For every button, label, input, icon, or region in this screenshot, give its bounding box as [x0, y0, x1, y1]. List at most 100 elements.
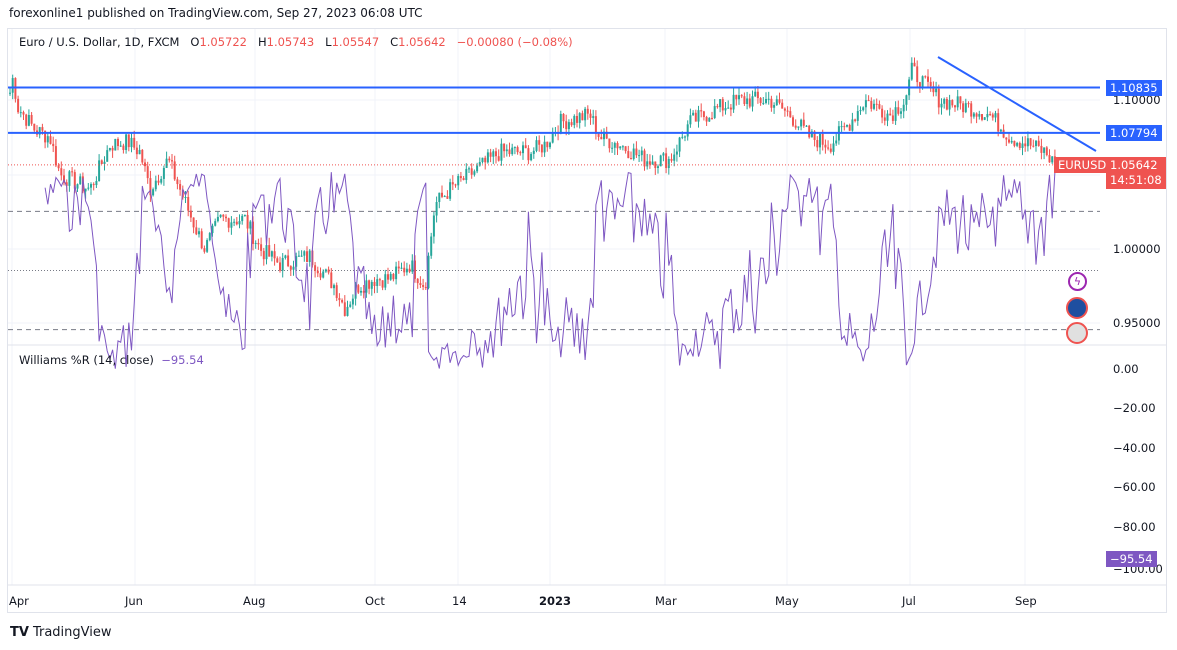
trend-line	[937, 56, 1097, 152]
candle	[427, 255, 430, 289]
candle	[651, 161, 654, 165]
candle	[341, 300, 344, 303]
candle	[327, 269, 330, 273]
candle	[478, 162, 481, 166]
candle	[721, 99, 724, 111]
candle	[470, 168, 473, 175]
candle	[999, 129, 1002, 132]
candle	[970, 103, 973, 117]
candle	[619, 146, 622, 149]
candle	[203, 248, 206, 252]
candle	[829, 148, 832, 152]
candle	[333, 285, 335, 289]
eu-flag-event-icon[interactable]	[1066, 297, 1088, 319]
candle	[378, 279, 381, 281]
candle	[144, 162, 146, 167]
candle	[25, 114, 28, 126]
symbol-title: Euro / U.S. Dollar, 1D, FXCM	[19, 35, 180, 49]
candle	[802, 119, 805, 126]
candle	[351, 298, 354, 305]
candle	[343, 302, 346, 316]
candle	[303, 251, 306, 256]
candle	[800, 119, 803, 127]
candle	[52, 143, 55, 147]
candle	[559, 113, 562, 134]
last-price: 1.05642	[1110, 158, 1158, 172]
candle	[33, 123, 36, 131]
candle	[435, 201, 438, 216]
open-label: O	[190, 35, 200, 49]
candle	[389, 274, 392, 280]
candle	[238, 221, 241, 225]
candle	[689, 115, 692, 125]
candle	[9, 92, 11, 94]
candle	[443, 196, 446, 198]
candle	[189, 210, 192, 218]
candle	[411, 260, 414, 272]
lightning-event-icon[interactable]: ϟ	[1068, 272, 1087, 291]
candle	[211, 225, 214, 234]
candle	[1008, 139, 1010, 143]
candle	[778, 99, 781, 103]
candle	[249, 221, 252, 229]
candle	[511, 147, 514, 155]
candle	[600, 136, 603, 140]
candle	[98, 160, 101, 181]
candle	[133, 137, 136, 148]
candle	[648, 161, 651, 165]
candle	[397, 266, 400, 269]
candle	[594, 116, 597, 134]
candle	[241, 215, 244, 222]
candle	[17, 98, 20, 113]
candle	[562, 113, 565, 122]
candle	[794, 125, 797, 128]
candle	[719, 99, 722, 108]
candle	[638, 155, 641, 157]
williams-tick: −40.00	[1113, 441, 1156, 455]
candle	[1051, 156, 1054, 163]
candle	[154, 180, 157, 190]
candle	[524, 145, 527, 149]
candle	[937, 88, 940, 108]
price-tick: 1.10000	[1113, 93, 1161, 107]
candle	[746, 98, 749, 104]
candle	[821, 134, 824, 145]
line-price-tag: 1.07794	[1106, 125, 1162, 141]
candle	[797, 126, 800, 128]
candle	[46, 136, 49, 143]
candle	[578, 113, 581, 123]
candle	[257, 242, 260, 245]
candle	[956, 96, 959, 108]
candle	[1016, 142, 1019, 146]
candle	[549, 142, 551, 148]
candle	[430, 236, 433, 256]
candle	[122, 145, 125, 150]
candle	[1043, 147, 1046, 153]
candle	[654, 161, 657, 168]
candle	[462, 178, 465, 181]
tradingview-logo[interactable]: TV TradingView	[10, 625, 111, 640]
candle	[157, 180, 160, 183]
candle	[686, 124, 689, 137]
candle	[621, 146, 624, 148]
candle	[173, 161, 176, 180]
candle	[943, 98, 946, 104]
line-price-tag: 1.10835	[1106, 80, 1162, 96]
candle	[103, 161, 106, 164]
candle	[127, 134, 130, 148]
time-tick: Apr	[9, 594, 29, 608]
candle	[500, 143, 503, 161]
candle	[71, 171, 74, 173]
candle	[416, 278, 419, 284]
candle	[149, 178, 152, 196]
candle	[454, 184, 457, 186]
candle	[962, 103, 965, 113]
us-flag-event-icon[interactable]	[1066, 322, 1088, 344]
candle	[38, 127, 41, 135]
candle	[1013, 140, 1016, 146]
candle	[576, 115, 578, 123]
candle	[751, 96, 754, 107]
high-value: 1.05743	[266, 35, 315, 49]
candle	[22, 112, 25, 115]
